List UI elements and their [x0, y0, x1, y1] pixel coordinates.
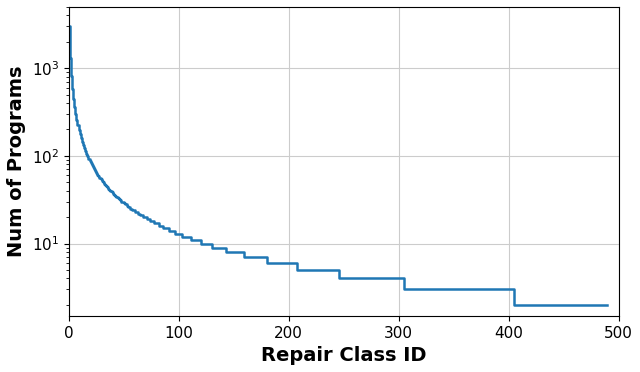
X-axis label: Repair Class ID: Repair Class ID: [261, 346, 426, 365]
Y-axis label: Num of Programs: Num of Programs: [7, 65, 26, 257]
